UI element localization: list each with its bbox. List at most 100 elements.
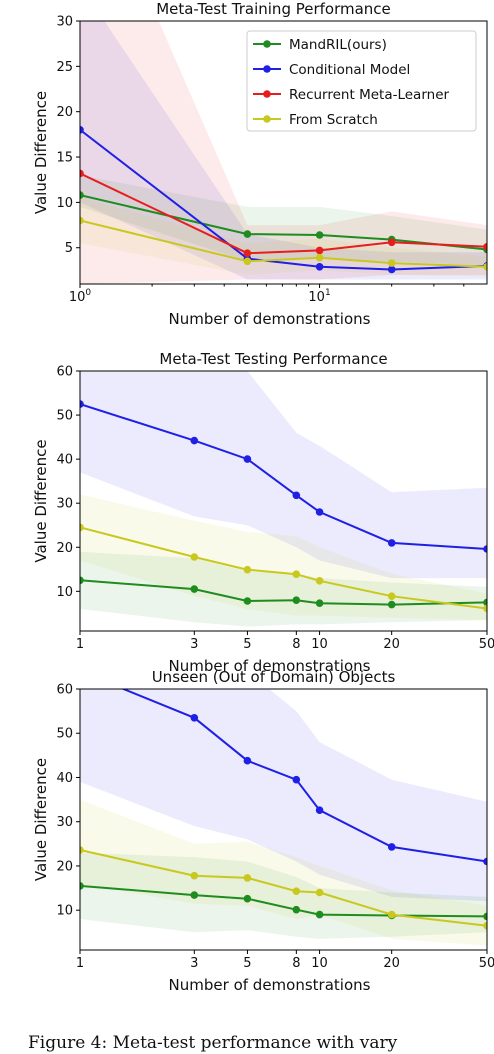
point-conditional-model — [483, 857, 487, 866]
plot-frame — [79, 688, 488, 951]
y-tick-label: 10 — [56, 585, 73, 600]
point-mandril-ours — [292, 905, 301, 914]
point-conditional-model — [80, 126, 84, 134]
band-conditional-model — [80, 689, 487, 902]
legend: MandRIL(ours) Conditional Model Recurrent … — [246, 30, 477, 132]
x-tick-label: 50 — [479, 637, 494, 652]
tick-exponent: 0 — [85, 288, 91, 298]
figure-caption: Figure 4: Meta-test performance with var… — [28, 1033, 398, 1053]
y-tick-label: 50 — [56, 409, 73, 424]
legend-box — [246, 30, 477, 132]
point-mandril-ours — [243, 894, 252, 903]
point-mandril-ours — [315, 231, 324, 239]
x-tick-label: 101 — [308, 288, 330, 305]
point-from-scratch — [243, 565, 252, 574]
point-conditional-model — [80, 400, 84, 408]
point-recurrent-meta-learner — [80, 169, 84, 178]
point-from-scratch — [190, 871, 199, 880]
point-from-scratch — [292, 887, 301, 895]
x-tick-label: 20 — [383, 637, 400, 652]
y-axis-label: Value Difference — [32, 758, 50, 881]
point-conditional-model — [243, 455, 252, 463]
point-conditional-model — [243, 756, 252, 765]
chart-title: Meta-Test Testing Performance — [159, 350, 387, 368]
x-tick-label: 8 — [292, 956, 300, 971]
point-conditional-model — [190, 714, 199, 722]
tick-base: 10 — [308, 290, 325, 305]
x-axis-label: Number of demonstrations — [169, 310, 371, 328]
point-from-scratch — [292, 570, 301, 578]
point-mandril-ours — [80, 576, 84, 585]
x-tick-label: 10 — [311, 637, 328, 652]
point-mandril-ours — [243, 597, 252, 605]
point-from-scratch — [483, 263, 487, 271]
point-recurrent-meta-learner — [387, 238, 396, 247]
x-tick-label: 5 — [243, 956, 251, 971]
point-from-scratch — [80, 216, 84, 225]
plot-area — [80, 21, 487, 284]
band-conditional-model — [80, 371, 487, 579]
y-tick-label: 60 — [56, 683, 73, 698]
point-mandril-ours — [315, 599, 324, 607]
tick-base: 10 — [69, 290, 86, 305]
legend-label-recurrent-meta-learner: Recurrent Meta-Learner — [289, 87, 449, 103]
y-tick-label: 40 — [56, 771, 73, 786]
legend-swatch-marker — [263, 90, 271, 98]
point-from-scratch — [243, 257, 252, 266]
x-tick-label: 50 — [479, 956, 494, 971]
point-from-scratch — [387, 592, 396, 600]
band-from-scratch — [80, 197, 487, 277]
y-tick-label: 20 — [56, 105, 73, 120]
point-conditional-model — [76, 668, 84, 676]
point-mandril-ours — [483, 912, 487, 921]
x-tick-label: 3 — [190, 637, 198, 652]
band-conditional-model — [80, 21, 487, 280]
point-recurrent-meta-learner — [315, 246, 324, 255]
chart-title: Meta-Test Training Performance — [156, 0, 391, 18]
band-mandril-ours — [80, 551, 487, 627]
point-conditional-model — [315, 508, 324, 516]
chart-title: Unseen (Out of Domain) Objects — [152, 668, 396, 686]
point-from-scratch — [483, 604, 487, 613]
point-from-scratch — [243, 874, 252, 882]
x-axis-label: Number of demonstrations — [169, 657, 371, 675]
x-tick-label: 10 — [311, 956, 328, 971]
legend-swatch-marker — [263, 40, 271, 48]
y-axis-label: Value Difference — [32, 439, 50, 562]
x-tick-label: 20 — [383, 956, 400, 971]
point-from-scratch — [315, 577, 324, 585]
y-tick-label: 40 — [56, 453, 73, 468]
x-tick-label: 1 — [76, 956, 84, 971]
y-tick-label: 30 — [56, 15, 73, 30]
y-tick-label: 10 — [56, 904, 73, 919]
point-conditional-model — [483, 545, 487, 553]
point-mandril-ours — [483, 598, 487, 607]
point-from-scratch — [387, 259, 396, 267]
point-recurrent-meta-learner — [483, 243, 487, 251]
x-tick-label: 100 — [69, 288, 92, 305]
point-from-scratch — [483, 921, 487, 930]
point-conditional-model — [292, 491, 301, 500]
point-mandril-ours — [190, 891, 199, 899]
chart-3: 10 20 30 40 50 60 1 3 5 8 10 20 50 Unseen (Out of Dom… — [32, 668, 494, 994]
legend-swatch-marker — [263, 115, 271, 123]
point-mandril-ours — [387, 600, 396, 609]
plot-area — [80, 371, 487, 627]
point-conditional-model — [387, 265, 396, 274]
plot-frame — [79, 370, 488, 632]
y-tick-label: 50 — [56, 727, 73, 742]
band-from-scratch — [80, 799, 487, 946]
legend-label-conditional-model: Conditional Model — [289, 62, 410, 78]
point-from-scratch — [315, 253, 324, 262]
y-tick-label: 20 — [56, 859, 73, 874]
band-mandril-ours — [80, 852, 487, 939]
point-from-scratch — [80, 523, 84, 532]
point-mandril-ours — [315, 910, 324, 919]
x-tick-label: 5 — [243, 637, 251, 652]
y-tick-label: 20 — [56, 541, 73, 556]
plot-area — [76, 668, 487, 946]
point-mandril-ours — [80, 191, 84, 199]
y-tick-label: 5 — [65, 241, 73, 256]
point-conditional-model — [315, 263, 324, 271]
point-from-scratch — [315, 888, 324, 897]
